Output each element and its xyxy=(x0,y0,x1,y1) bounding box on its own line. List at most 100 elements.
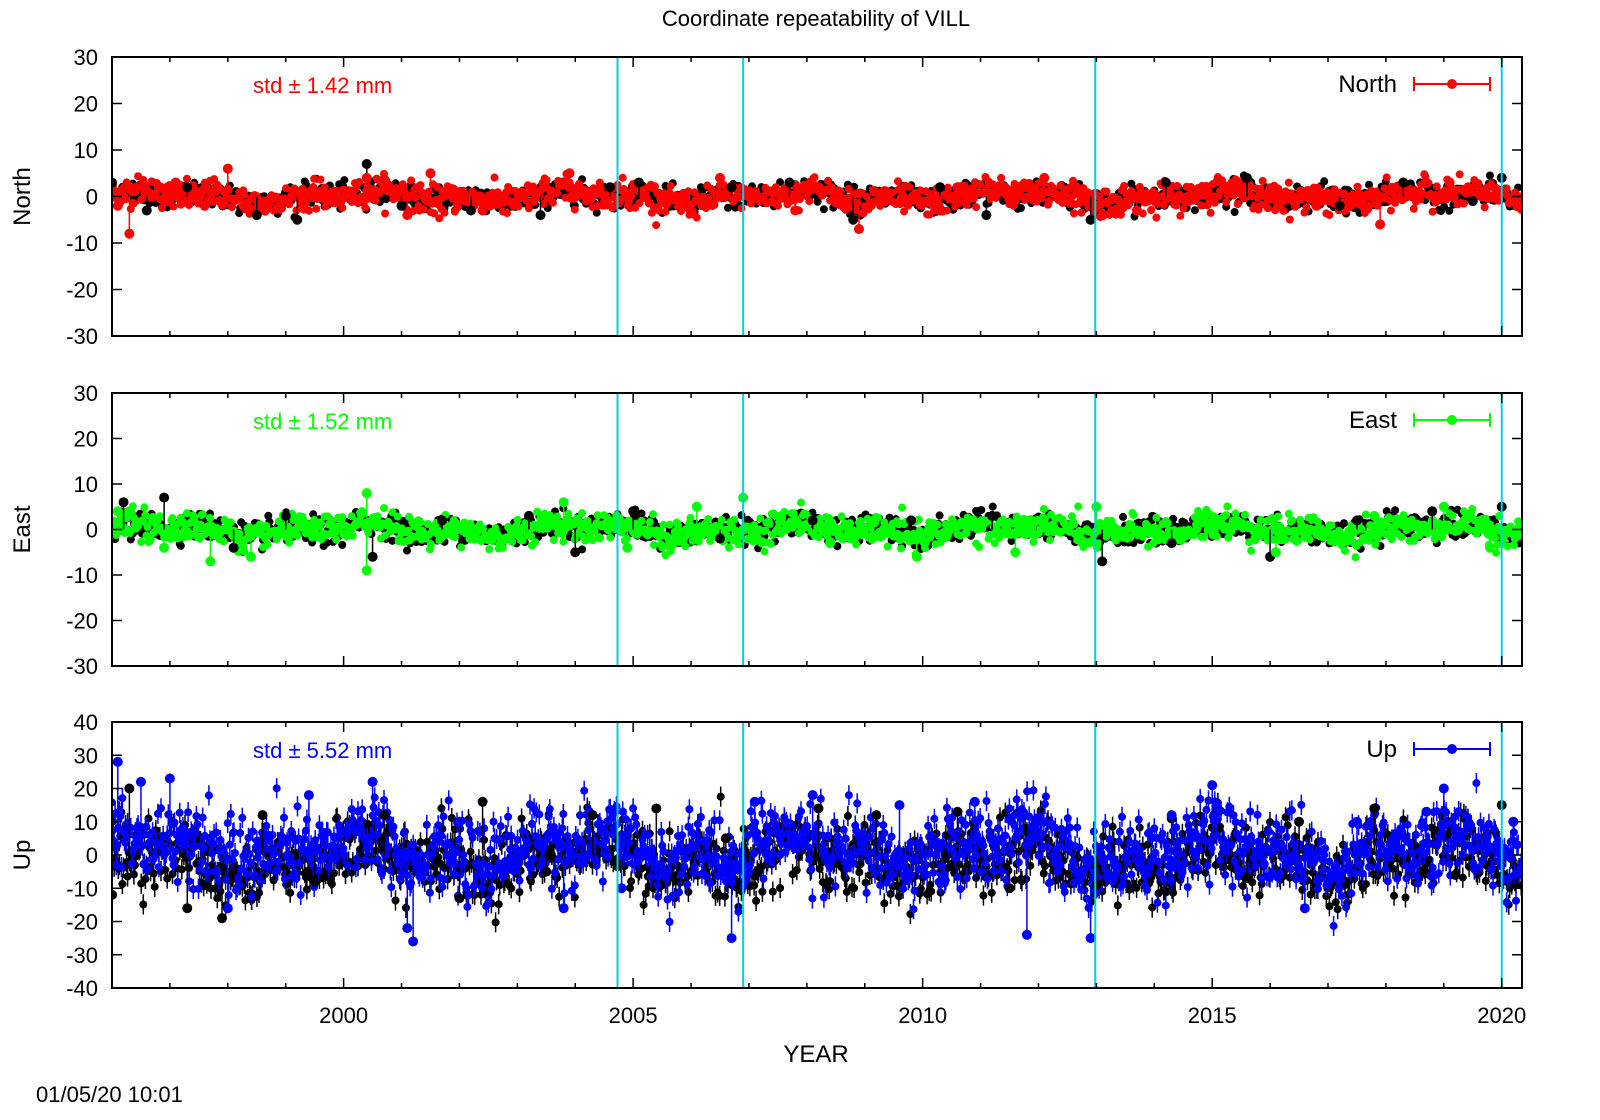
std-annotation: std ± 1.52 mm xyxy=(253,409,392,434)
data-point xyxy=(1097,556,1108,567)
y-tick-label: 20 xyxy=(74,92,98,117)
data-point xyxy=(1004,883,1015,894)
y-tick-label: -10 xyxy=(66,231,98,256)
data-point xyxy=(182,182,193,193)
plot-area-up xyxy=(112,756,1522,947)
data-point xyxy=(379,810,390,821)
data-point xyxy=(367,551,378,562)
data-point xyxy=(1438,501,1449,512)
y-tick-label: 10 xyxy=(74,810,98,835)
data-point xyxy=(182,903,193,914)
data-point xyxy=(1375,219,1386,230)
data-point xyxy=(952,806,963,817)
legend-label: North xyxy=(1338,71,1397,98)
data-point xyxy=(1160,177,1171,188)
std-annotation: std ± 1.42 mm xyxy=(253,73,392,98)
data-point xyxy=(309,876,320,887)
y-tick-label: 10 xyxy=(74,472,98,497)
data-point xyxy=(1241,873,1252,884)
data-point xyxy=(141,205,152,216)
data-point xyxy=(1085,933,1096,944)
y-tick-label: 30 xyxy=(74,743,98,768)
data-point xyxy=(969,796,980,807)
data-point xyxy=(628,506,639,517)
series-cloud-east xyxy=(112,498,1522,562)
data-point xyxy=(112,177,117,188)
data-point xyxy=(477,205,488,216)
data-point xyxy=(124,228,135,239)
legend-label: East xyxy=(1349,407,1397,434)
x-axis-label: YEAR xyxy=(783,1041,848,1068)
y-tick-label: -20 xyxy=(66,609,98,634)
data-point xyxy=(558,497,569,508)
y-tick-label: -40 xyxy=(66,976,98,1001)
data-point xyxy=(1467,196,1478,207)
data-point xyxy=(257,810,268,821)
data-point xyxy=(1398,177,1409,188)
data-point xyxy=(604,182,615,193)
data-point xyxy=(558,903,569,914)
legend-marker xyxy=(1447,415,1457,425)
data-point xyxy=(807,515,818,526)
data-point xyxy=(1369,803,1380,814)
y-tick-label: -30 xyxy=(66,654,98,679)
y-tick-label: 40 xyxy=(74,710,98,735)
data-point xyxy=(726,933,737,944)
data-point xyxy=(1485,542,1496,553)
data-point xyxy=(622,542,633,553)
data-point xyxy=(112,506,123,517)
y-tick-label: 10 xyxy=(74,138,98,163)
data-point xyxy=(790,205,801,216)
data-point xyxy=(906,515,917,526)
y-tick-label: -30 xyxy=(66,943,98,968)
data-point xyxy=(807,790,818,801)
data-point xyxy=(1351,816,1362,827)
data-point xyxy=(437,515,448,526)
x-tick-label: 2015 xyxy=(1188,1003,1237,1028)
data-point xyxy=(361,158,372,169)
data-point xyxy=(170,177,181,188)
data-point xyxy=(523,510,534,521)
y-tick-label: -20 xyxy=(66,910,98,935)
legend-label: Up xyxy=(1366,736,1397,763)
data-point xyxy=(1270,547,1281,558)
data-point xyxy=(408,936,419,947)
data-point xyxy=(112,200,123,211)
data-point xyxy=(1421,806,1432,817)
data-point xyxy=(280,510,291,521)
y-tick-label: -10 xyxy=(66,563,98,588)
std-annotation: std ± 5.52 mm xyxy=(253,738,392,763)
panel-north: -30 -20 -10 0 10 20 30 North std ± 1.42 mm North xyxy=(9,45,1523,349)
y-tick-label: 0 xyxy=(86,185,98,210)
data-point xyxy=(541,866,552,877)
panel-east: -30 -20 -10 0 10 20 30 East std ± 1.52 mm East xyxy=(9,381,1523,679)
y-tick-label: 20 xyxy=(74,427,98,452)
data-point xyxy=(205,556,216,567)
data-point xyxy=(1444,177,1455,188)
data-point xyxy=(118,497,129,508)
data-point xyxy=(691,501,702,512)
y-tick-label: 0 xyxy=(86,518,98,543)
legend: North xyxy=(1338,71,1491,98)
data-point xyxy=(245,551,256,562)
timestamp: 01/05/20 10:01 xyxy=(36,1082,183,1107)
y-axis-label: Up xyxy=(9,840,36,871)
data-point xyxy=(1299,903,1310,914)
data-point xyxy=(911,551,922,562)
data-point xyxy=(853,224,864,235)
data-point xyxy=(1427,506,1438,517)
data-point xyxy=(1039,172,1050,183)
data-point xyxy=(112,889,117,900)
data-point xyxy=(454,893,465,904)
y-axis-label: East xyxy=(9,505,36,553)
chart-title: Coordinate repeatability of VILL xyxy=(662,6,970,31)
data-point xyxy=(987,510,998,521)
data-point xyxy=(124,783,135,794)
data-point xyxy=(402,923,413,934)
data-point xyxy=(222,163,233,174)
data-point xyxy=(1294,816,1305,827)
data-point xyxy=(587,810,598,821)
data-point xyxy=(1351,515,1362,526)
